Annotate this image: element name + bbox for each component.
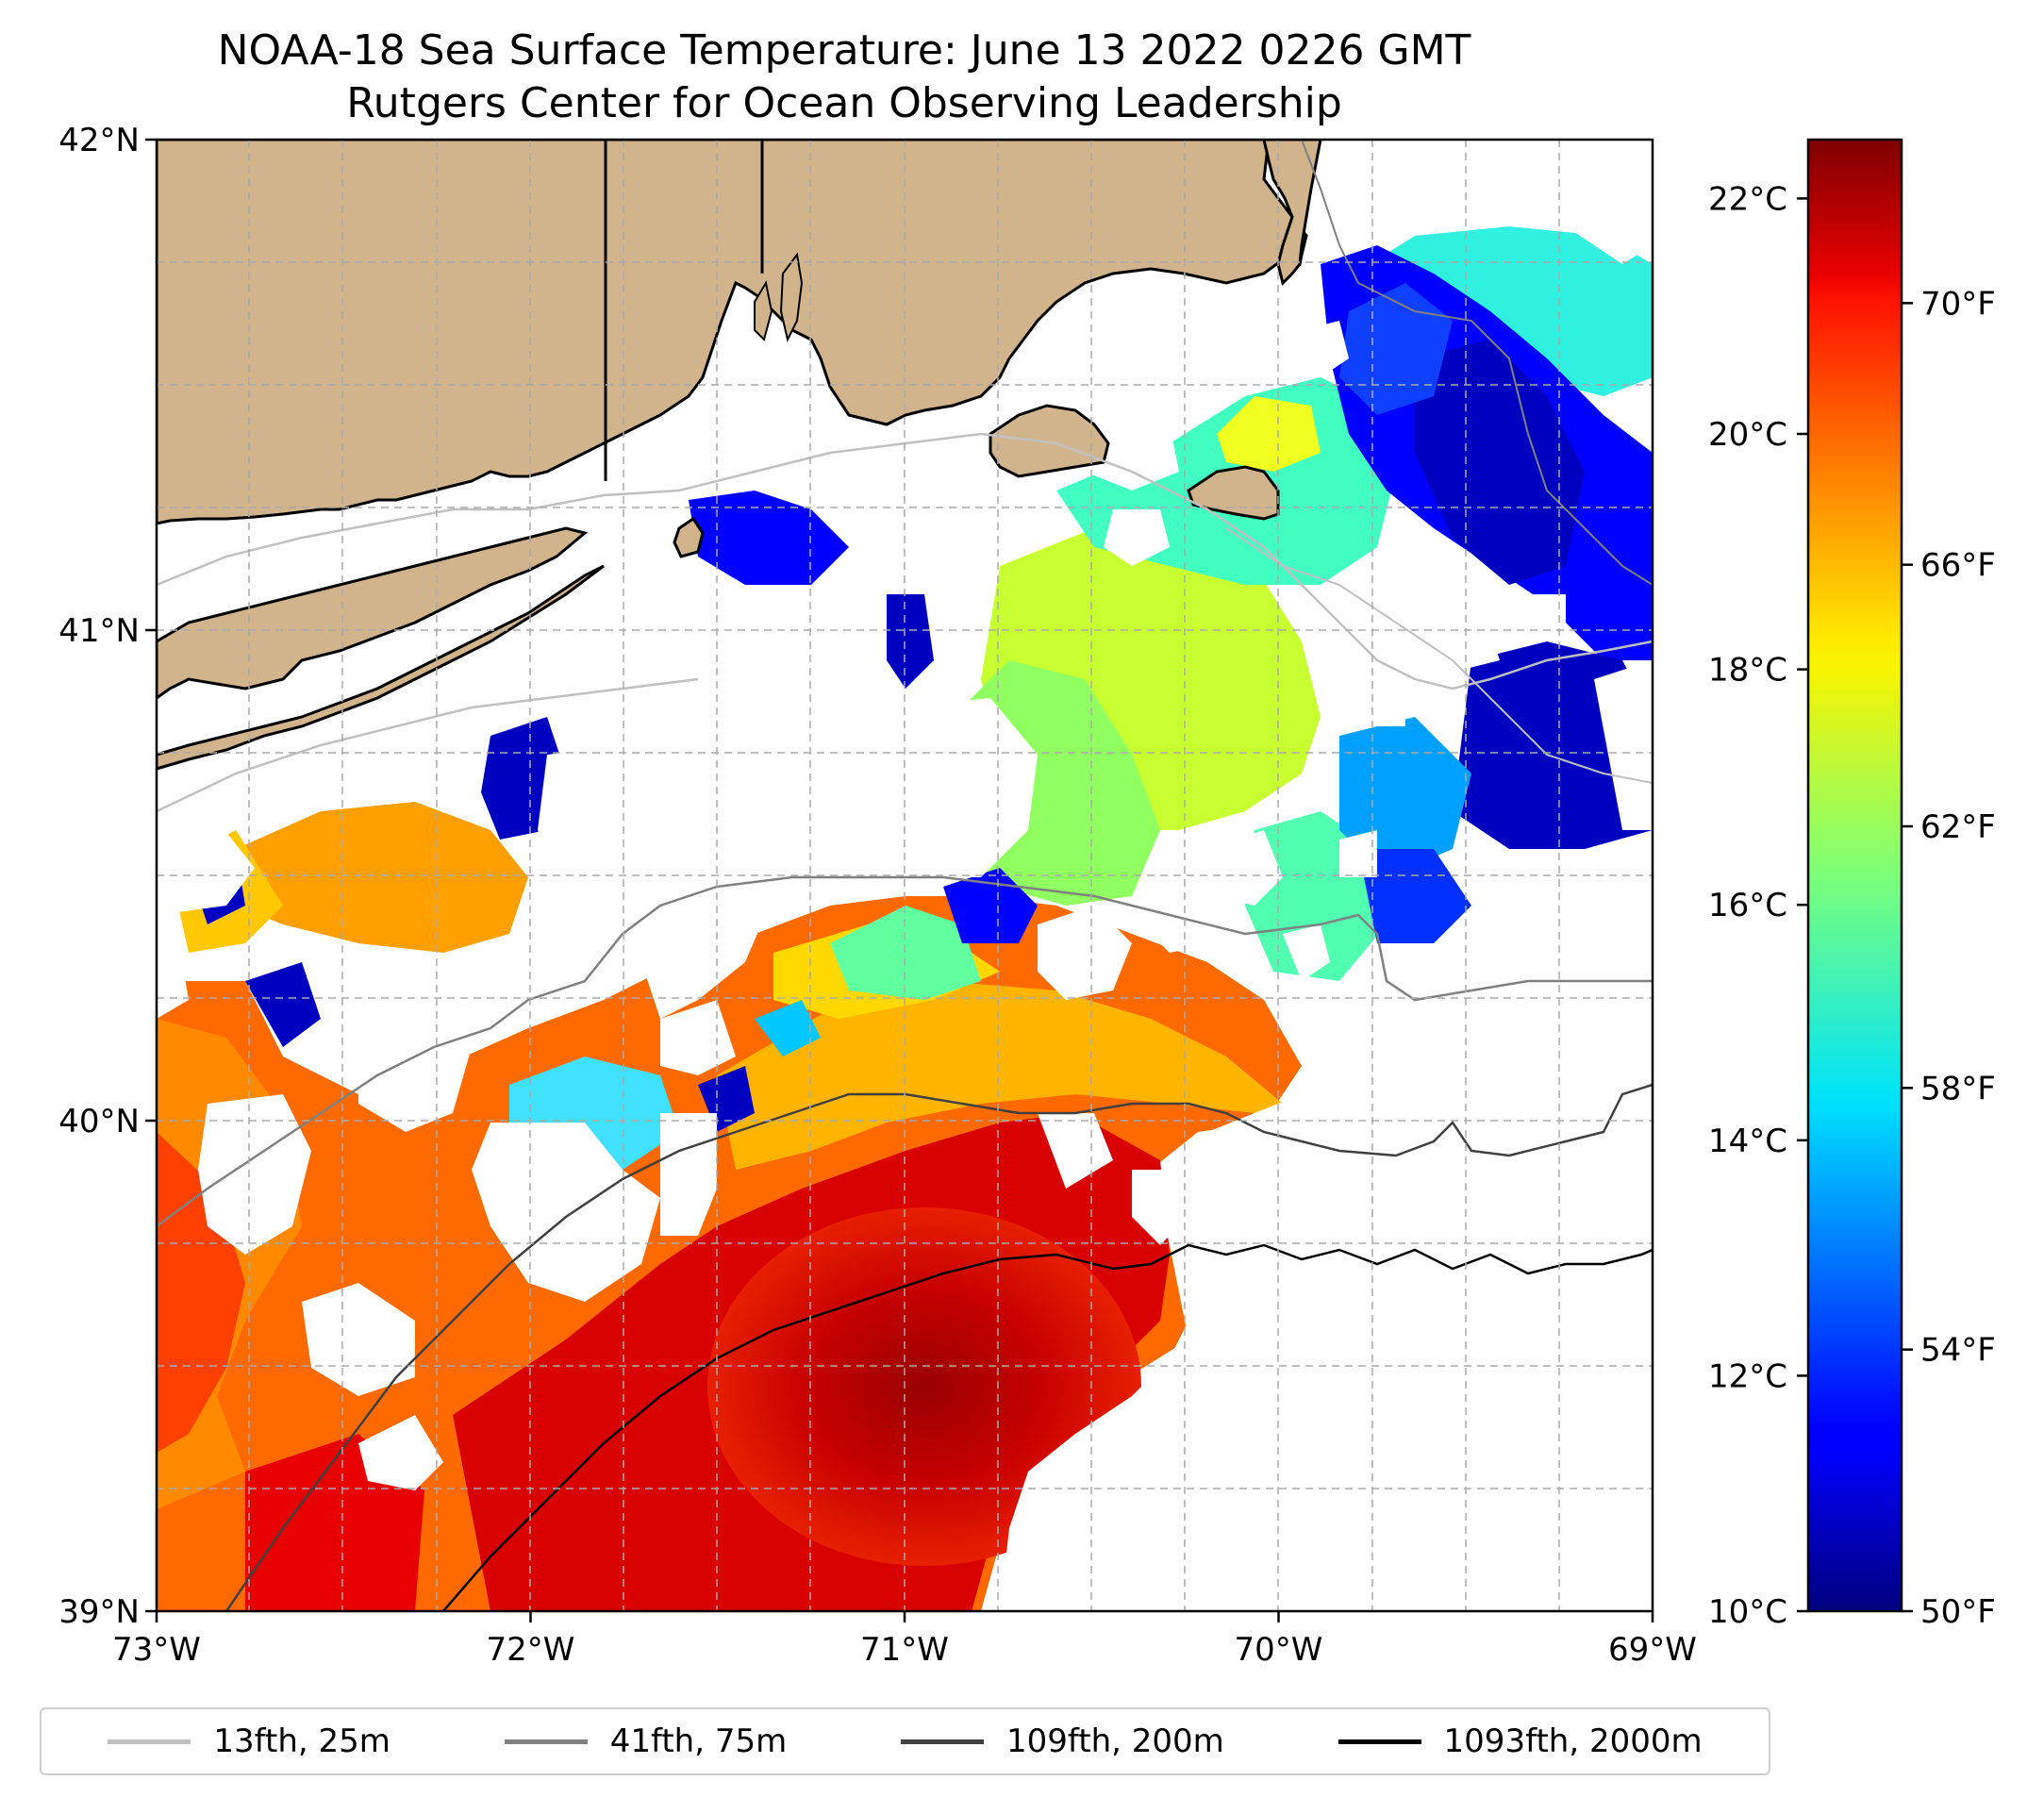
- colorbar-c-label: 16°C: [1708, 887, 1787, 924]
- legend-swatch-2000m: [1338, 1739, 1421, 1744]
- colorbar-f-label: 66°F: [1920, 547, 1996, 585]
- colorbar-c-label: 12°C: [1708, 1357, 1787, 1395]
- contour-75m: [157, 875, 1653, 1228]
- colorbar-f-label: 62°F: [1920, 808, 1996, 846]
- contour-25m: [157, 432, 1653, 691]
- legend-label-25m: 13fth, 25m: [213, 1722, 391, 1760]
- legend-label-200m: 109fth, 200m: [1005, 1722, 1224, 1760]
- legend-item-25m: 13fth, 25m: [108, 1722, 391, 1760]
- contour-200m: [224, 1083, 1653, 1611]
- colorbar-gradient: [1806, 138, 1903, 1613]
- legend-label-2000m: 1093fth, 2000m: [1443, 1722, 1703, 1760]
- x-tick-label: 70°W: [1235, 1631, 1323, 1669]
- x-tick-label: 72°W: [487, 1631, 575, 1669]
- land: [157, 140, 1322, 771]
- colorbar-c-label: 20°C: [1708, 416, 1787, 454]
- y-tick-label: 40°N: [58, 1103, 140, 1140]
- colorbar: 10°C 12°C 14°C 16°C 18°C 20°C 22°C 50°F 54°F 58°…: [1708, 138, 1996, 1631]
- colorbar-c-label: 10°C: [1708, 1593, 1787, 1631]
- x-tick-label: 69°W: [1608, 1631, 1697, 1669]
- colorbar-f-label: 58°F: [1920, 1070, 1996, 1107]
- contour-2000m: [442, 1243, 1653, 1611]
- map-title: NOAA-18 Sea Surface Temperature: June 13…: [217, 26, 1471, 75]
- depth-contours: [157, 140, 1653, 1611]
- y-tick-label: 42°N: [58, 122, 140, 159]
- legend-swatch-200m: [900, 1739, 984, 1744]
- x-tick-label: 73°W: [112, 1631, 201, 1669]
- colorbar-celsius-axis: 10°C 12°C 14°C 16°C 18°C 20°C 22°C: [1708, 180, 1808, 1631]
- contour-25m-c: [1225, 527, 1653, 784]
- contour-25m-b: [157, 677, 699, 813]
- x-axis: 73°W 72°W 71°W 70°W 69°W: [112, 1611, 1697, 1669]
- legend-swatch-25m: [108, 1739, 191, 1744]
- x-tick-label: 71°W: [860, 1631, 949, 1669]
- colorbar-f-label: 50°F: [1920, 1593, 1996, 1631]
- map-area: [157, 140, 1653, 1611]
- y-axis: 39°N 40°N 41°N 42°N: [58, 122, 157, 1631]
- sst-field: [157, 141, 1653, 1611]
- legend-item-2000m: 1093fth, 2000m: [1338, 1722, 1703, 1760]
- y-tick-label: 39°N: [58, 1593, 140, 1631]
- colorbar-c-label: 22°C: [1708, 180, 1787, 218]
- colorbar-f-label: 54°F: [1920, 1332, 1996, 1370]
- contour-legend: 13fth, 25m 41fth, 75m 109fth, 200m 1093f…: [40, 1707, 1770, 1775]
- colorbar-f-label: 70°F: [1920, 285, 1996, 323]
- colorbar-c-label: 14°C: [1708, 1123, 1787, 1160]
- legend-item-75m: 41fth, 75m: [504, 1722, 788, 1760]
- legend-swatch-75m: [504, 1739, 588, 1744]
- legend-label-75m: 41fth, 75m: [609, 1722, 788, 1760]
- contour-75m-b: [1301, 140, 1653, 586]
- map-subtitle: Rutgers Center for Ocean Observing Leade…: [346, 79, 1342, 127]
- legend-item-200m: 109fth, 200m: [900, 1722, 1224, 1760]
- colorbar-c-label: 18°C: [1708, 652, 1787, 690]
- colorbar-fahrenheit-axis: 50°F 54°F 58°F 62°F 66°F 70°F: [1902, 285, 1996, 1631]
- gridlines: [157, 140, 1653, 1611]
- y-tick-label: 41°N: [58, 612, 140, 650]
